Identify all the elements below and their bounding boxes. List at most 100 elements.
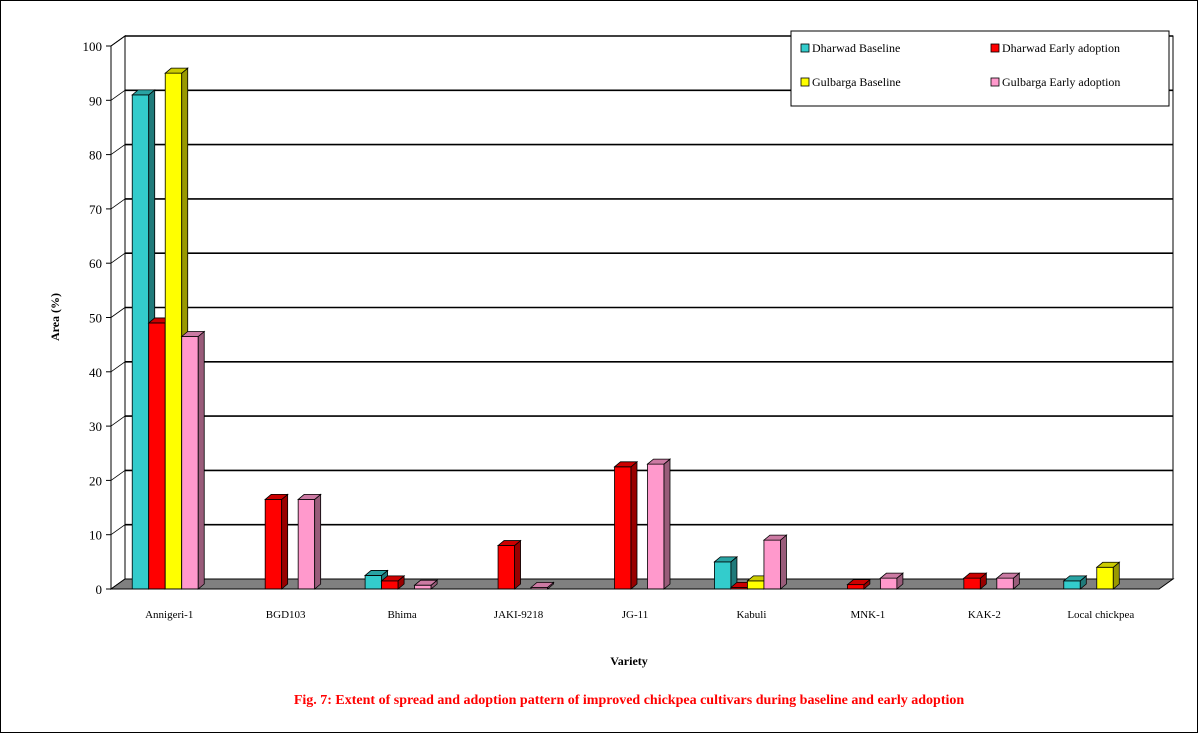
x-tick-label: Annigeri-1 [145,609,193,621]
bar-top [364,570,389,576]
legend: Dharwad Baseline Dharwad Early adoption Gu… [790,30,1170,107]
bar [413,579,439,590]
bar [879,572,904,590]
x-tick-label: Local chickpea [1067,609,1134,621]
bar-front [1096,566,1114,590]
bar [1062,575,1088,590]
bar [962,572,988,590]
bar-front [164,72,183,590]
bar [529,581,555,590]
legend-label: Gulbarga Early adoption [1002,75,1120,89]
bar-front [297,499,316,590]
legend-item: Gulbarga Baseline [800,75,901,89]
x-tick-label: Kabuli [736,609,766,621]
x-tick-label: Bhima [387,609,416,621]
legend-swatch [800,77,810,87]
bar-front [148,322,166,590]
legend-item: Gulbarga Early adoption [990,75,1120,89]
gridline-diagonal [110,415,126,427]
bar [496,539,522,590]
y-tick-label: 60 [89,256,102,271]
y-tick-label: 70 [89,202,102,217]
bar-top [762,534,788,541]
bar-top [264,494,289,500]
bar-front [264,499,283,590]
gridline-diagonal [110,252,126,264]
bar [297,493,322,590]
bar-top [713,556,739,563]
bar-top [962,572,988,579]
bar [846,578,871,590]
bar [713,555,739,590]
bar-front [763,539,781,590]
legend-swatch [990,43,1000,53]
bar [264,493,289,590]
bar-front [963,577,981,590]
gridline-diagonal [110,35,126,47]
y-tick-label: 100 [83,39,103,54]
x-tick-label: MNK-1 [850,609,885,621]
x-axis-ticks: Annigeri-1 BGD103 Bhima JAKI-9218 JG-11 Kabul… [111,588,1159,621]
y-tick-label: 80 [89,148,102,163]
bar-top [164,67,189,74]
x-tick-label: KAK-2 [968,609,1001,621]
y-axis-title: Area (%) [48,293,62,341]
y-tick-label: 20 [89,473,102,488]
y-tick-label: 90 [89,93,102,108]
bar-top [529,581,555,588]
legend-item: Dharwad Early adoption [990,41,1120,55]
legend-label: Gulbarga Baseline [812,75,901,89]
gridline-diagonal [110,470,126,481]
bar [1095,561,1121,590]
legend-label: Dharwad Baseline [812,41,900,55]
y-tick-label: 0 [96,582,103,597]
x-tick-label: BGD103 [266,609,306,621]
bar-front [996,577,1014,590]
bar-front [647,463,665,590]
bar [613,460,639,590]
bar-front [1063,580,1081,590]
figure-caption: Fig. 7: Extent of spread and adoption pa… [294,693,965,708]
y-tick-label: 10 [89,528,102,543]
bar-side [780,534,787,590]
bar-top [1095,561,1121,568]
bar [995,572,1021,590]
bar [762,534,788,590]
bar-top [297,494,322,500]
bar-top [879,572,904,579]
y-tick-label: 40 [89,365,102,380]
bar-side [281,493,289,590]
legend-label: Dharwad Early adoption [1002,41,1120,55]
bar-front [414,584,432,590]
bar-top [496,540,522,546]
x-tick-label: JG-11 [622,609,648,621]
legend-item: Dharwad Baseline [800,41,900,55]
bar-front [364,575,383,590]
gridline-diagonal [110,89,126,101]
bars [131,67,1121,590]
bar-front [714,561,732,590]
y-tick-label: 50 [89,311,102,326]
bar-top [1062,575,1088,582]
x-tick-label: JAKI-9218 [494,609,544,621]
bar-front [497,545,515,590]
bar [180,330,206,590]
y-tick-label: 30 [89,419,102,434]
bar-side [663,458,671,590]
y-axis-ticks: 0 10 20 30 40 50 60 70 80 90 100 [83,39,112,597]
bar-front [614,466,632,590]
gridline-diagonal [110,144,126,155]
bar-top [995,572,1021,579]
bar-top [646,458,672,465]
bar-top [846,579,871,586]
bar-top [131,89,156,96]
gridline-diagonal [110,307,126,318]
bar-side [514,539,521,590]
gridline-diagonal [110,198,126,210]
bar-front [879,577,898,590]
bar-front [381,580,399,590]
bar-side [197,330,205,590]
gridline-diagonal [110,524,126,536]
